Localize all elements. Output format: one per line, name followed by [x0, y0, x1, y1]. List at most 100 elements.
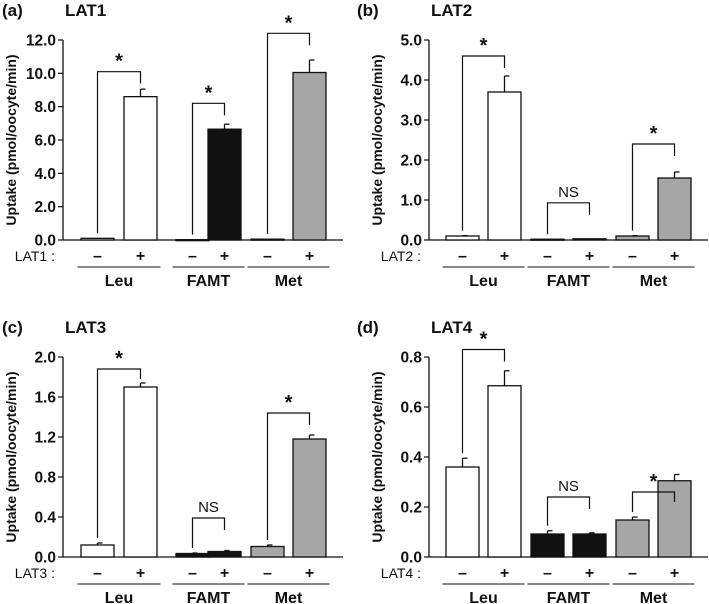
condition-minus: –: [543, 565, 552, 582]
y-tick-label: 0.6: [400, 400, 422, 417]
significance-bracket: [546, 496, 591, 526]
y-tick-label: 0.0: [34, 233, 56, 250]
condition-minus: –: [263, 565, 272, 582]
panel-lat2: (b) LAT2 Uptake (pmol/oocyte/min) 0.0 1.0 2.0…: [357, 1, 708, 290]
significance-label: *: [205, 82, 213, 104]
significance-label: *: [285, 12, 293, 34]
condition-minus: –: [188, 248, 197, 265]
condition-plus: +: [305, 565, 314, 582]
panel-title: LAT4: [431, 318, 473, 337]
significance-bracket: [546, 202, 591, 235]
significance-bracket: [461, 55, 506, 231]
y-tick-label: 8.0: [34, 99, 56, 116]
condition-minus: –: [628, 248, 637, 265]
bar-famt-minus: [530, 533, 565, 558]
significance-bracket: [191, 517, 226, 548]
condition-plus: +: [585, 565, 594, 582]
significance-label: *: [115, 51, 123, 73]
condition-plus: +: [220, 248, 229, 265]
significance-label: *: [480, 329, 488, 351]
significance-bracket: [631, 491, 676, 512]
group-label-famt: FAMT: [547, 273, 591, 290]
y-tick-label: 2.0: [34, 350, 56, 367]
panel-lat3: (c) LAT3 Uptake (pmol/oocyte/min) 0.0 0.4 0.8…: [2, 318, 343, 604]
bar-met-minus: [615, 519, 650, 558]
condition-plus: +: [500, 248, 509, 265]
y-tick-label: 1.2: [34, 430, 56, 447]
bar-met-plus: [292, 438, 327, 558]
condition-plus: +: [585, 248, 594, 265]
y-tick-label: 5.0: [400, 33, 422, 50]
y-tick-label: 2.0: [400, 153, 422, 170]
bar-met-plus: [292, 71, 327, 241]
panel-lat4: (d) LAT4 Uptake (pmol/oocyte/min) 0.0 0.2 0.4…: [357, 318, 708, 604]
panel-lat1: (a) LAT1 Uptake (pmol/oocyte/min) 0.0 2.0 4.0…: [2, 1, 343, 290]
group-label-met: Met: [275, 273, 303, 290]
y-tick-label: 4.0: [34, 166, 56, 183]
bar-leu-minus: [445, 235, 480, 241]
condition-minus: –: [263, 248, 272, 265]
condition-plus: +: [500, 565, 509, 582]
bar-met-minus: [250, 238, 285, 241]
panel-letter: (d): [357, 318, 379, 337]
bar-met-plus: [657, 177, 692, 241]
y-tick-label: 0.0: [400, 550, 422, 567]
significance-bracket: [96, 71, 142, 234]
group-label-famt: FAMT: [187, 273, 231, 290]
condition-label: LAT4 :: [381, 565, 421, 581]
significance-bracket: [191, 102, 226, 235]
group-label-famt: FAMT: [547, 590, 591, 604]
panel-title: LAT1: [65, 1, 106, 20]
condition-label: LAT1 :: [15, 248, 55, 264]
bar-leu-plus: [487, 385, 522, 558]
significance-label: *: [285, 392, 293, 414]
bar-famt-plus: [207, 128, 242, 241]
significance-bracket: [96, 368, 142, 538]
condition-plus: +: [136, 565, 145, 582]
group-label-leu: Leu: [105, 590, 133, 604]
group-label-leu: Leu: [469, 590, 497, 604]
condition-label: LAT2 :: [381, 248, 421, 264]
bar-famt-plus: [572, 533, 607, 558]
panel-title: LAT3: [65, 318, 106, 337]
condition-minus: –: [93, 565, 102, 582]
bar-leu-minus: [80, 544, 115, 558]
y-axis-label: Uptake (pmol/oocyte/min): [3, 371, 19, 542]
y-tick-label: 0.4: [400, 450, 422, 467]
condition-minus: –: [628, 565, 637, 582]
significance-label: NS: [558, 184, 579, 201]
y-tick-label: 3.0: [400, 113, 422, 130]
y-axis-label: Uptake (pmol/oocyte/min): [369, 54, 385, 225]
bar-famt-minus: [175, 552, 210, 558]
y-tick-label: 0.2: [400, 500, 422, 517]
y-tick-label: 0.8: [34, 470, 56, 487]
panel-title: LAT2: [431, 1, 472, 20]
y-tick-label: 1.6: [34, 390, 56, 407]
panel-letter: (a): [2, 1, 23, 20]
y-tick-label: 4.0: [400, 73, 422, 90]
condition-minus: –: [188, 565, 197, 582]
y-tick-label: 1.0: [400, 193, 422, 210]
condition-plus: +: [305, 248, 314, 265]
y-tick-label: 6.0: [34, 133, 56, 150]
significance-bracket: [266, 32, 311, 235]
y-axis-label: Uptake (pmol/oocyte/min): [3, 54, 19, 225]
y-tick-label: 2.0: [34, 199, 56, 216]
y-axis-label: Uptake (pmol/oocyte/min): [369, 371, 385, 542]
significance-label: NS: [198, 499, 219, 516]
y-tick-label: 0.0: [400, 233, 422, 250]
significance-bracket: [461, 348, 506, 454]
group-label-met: Met: [640, 273, 668, 290]
y-tick-label: 0.8: [400, 350, 422, 367]
group-label-famt: FAMT: [187, 590, 231, 604]
condition-plus: +: [670, 248, 679, 265]
y-tick-label: 10.0: [26, 66, 56, 83]
panel-letter: (b): [357, 1, 379, 20]
bar-leu-plus: [123, 386, 158, 558]
panel-letter: (c): [2, 318, 23, 337]
bar-met-minus: [250, 545, 285, 558]
bar-leu-minus: [445, 466, 480, 558]
condition-minus: –: [93, 248, 102, 265]
condition-label: LAT3 :: [15, 565, 55, 581]
